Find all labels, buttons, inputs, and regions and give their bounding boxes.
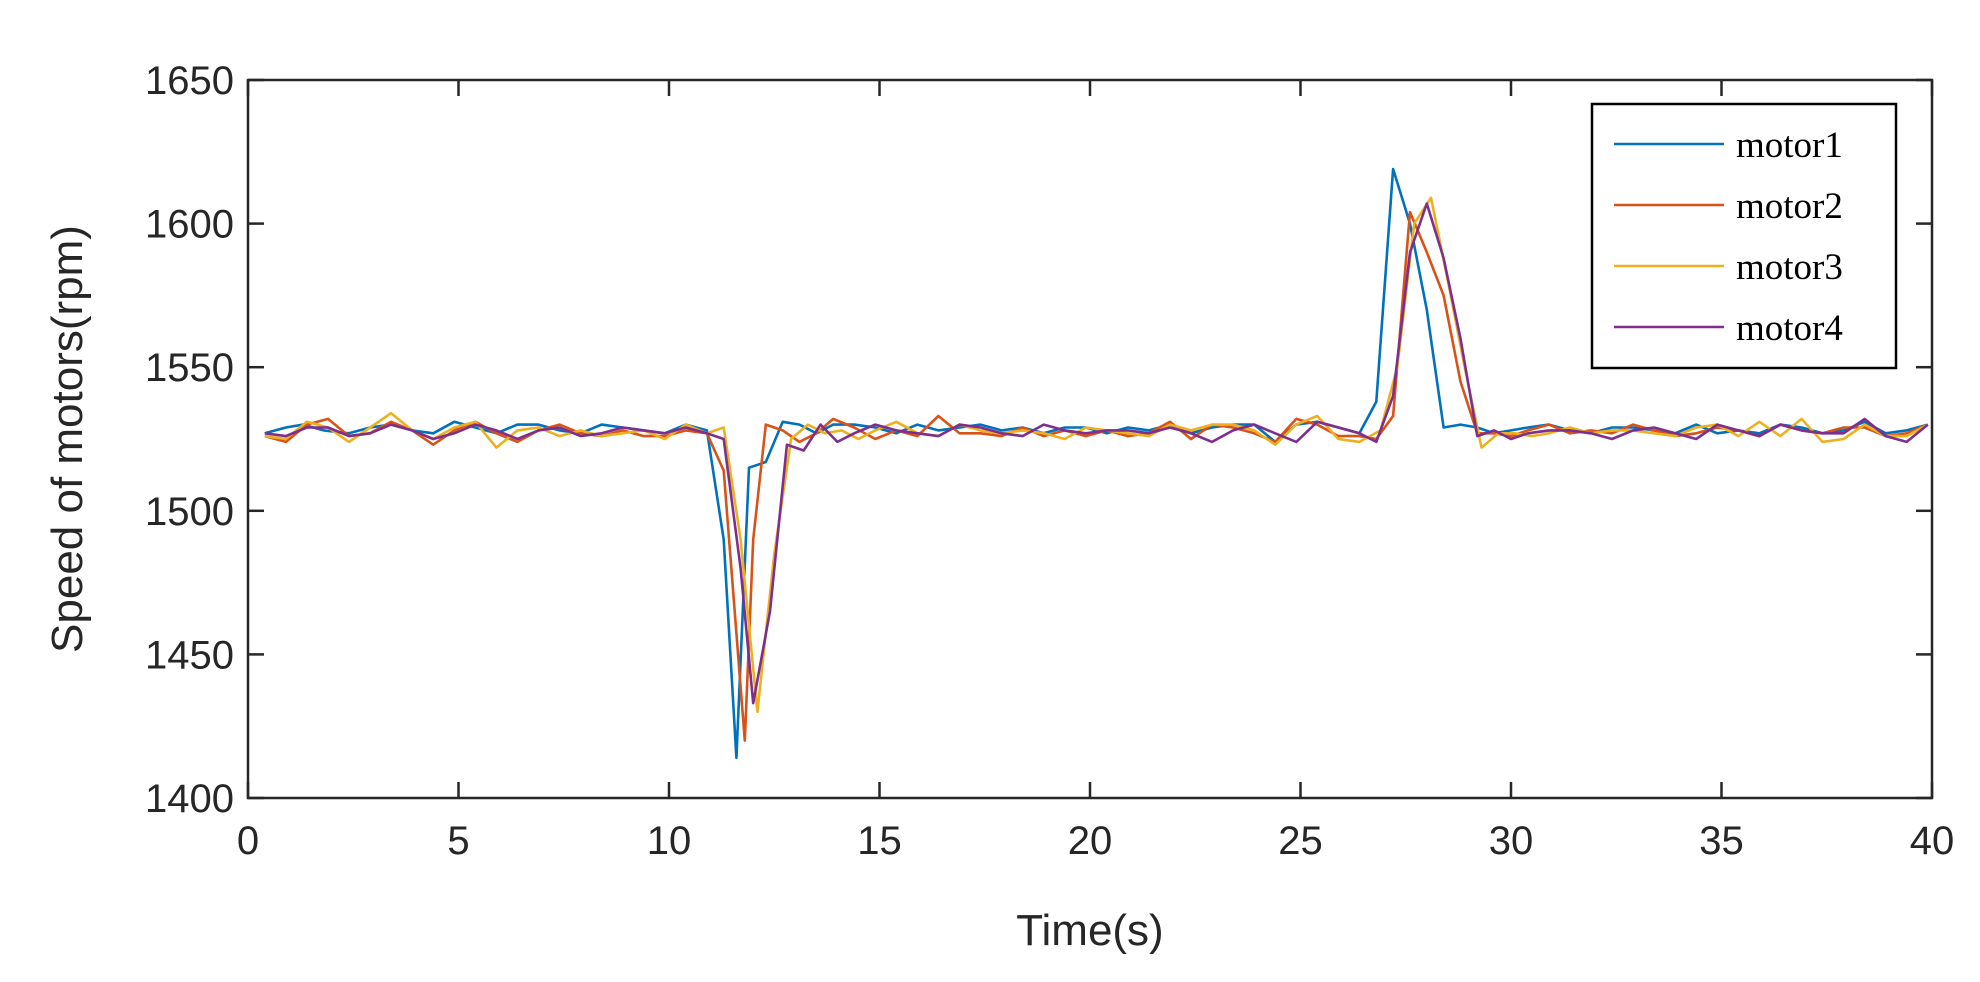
legend-entries: motor1 motor2 motor3 motor4 <box>1614 125 1843 349</box>
x-tick-label: 30 <box>1489 819 1534 863</box>
y-tick-label: 1400 <box>145 777 234 821</box>
x-tick-label: 25 <box>1278 819 1323 863</box>
x-tick-label: 5 <box>447 819 469 863</box>
series-layer <box>264 167 1929 760</box>
legend-label-motor2: motor2 <box>1736 186 1843 227</box>
legend-label-motor3: motor3 <box>1736 247 1843 288</box>
legend-label-motor1: motor1 <box>1736 125 1843 166</box>
legend-box <box>1590 102 1898 370</box>
x-tick-label: 15 <box>857 819 902 863</box>
x-tick-label: 0 <box>237 819 259 863</box>
y-tick-label: 1500 <box>145 490 234 534</box>
y-tick-label: 1550 <box>145 346 234 390</box>
y-tick-label: 1650 <box>145 59 234 103</box>
legend: motor1 motor2 motor3 motor4 <box>1590 102 1898 370</box>
legend-label-motor4: motor4 <box>1736 308 1843 349</box>
series-line-motor2 <box>264 210 1929 742</box>
x-axis-title: Time(s) <box>1016 906 1163 955</box>
ticks-layer <box>246 78 1934 800</box>
y-axis-title: Speed of motors(rpm) <box>43 225 92 653</box>
series-line-motor4 <box>264 202 1929 705</box>
tick-labels-layer: 0 5 10 15 20 25 30 35 40 1400 1450 1500 1550 1600 1650 <box>145 59 1954 863</box>
x-tick-label: 10 <box>647 819 692 863</box>
x-tick-label: 40 <box>1910 819 1955 863</box>
y-tick-label: 1450 <box>145 633 234 677</box>
series-line-motor1 <box>264 167 1929 760</box>
x-tick-label: 20 <box>1068 819 1113 863</box>
y-tick-label: 1600 <box>145 203 234 247</box>
x-tick-label: 35 <box>1699 819 1744 863</box>
